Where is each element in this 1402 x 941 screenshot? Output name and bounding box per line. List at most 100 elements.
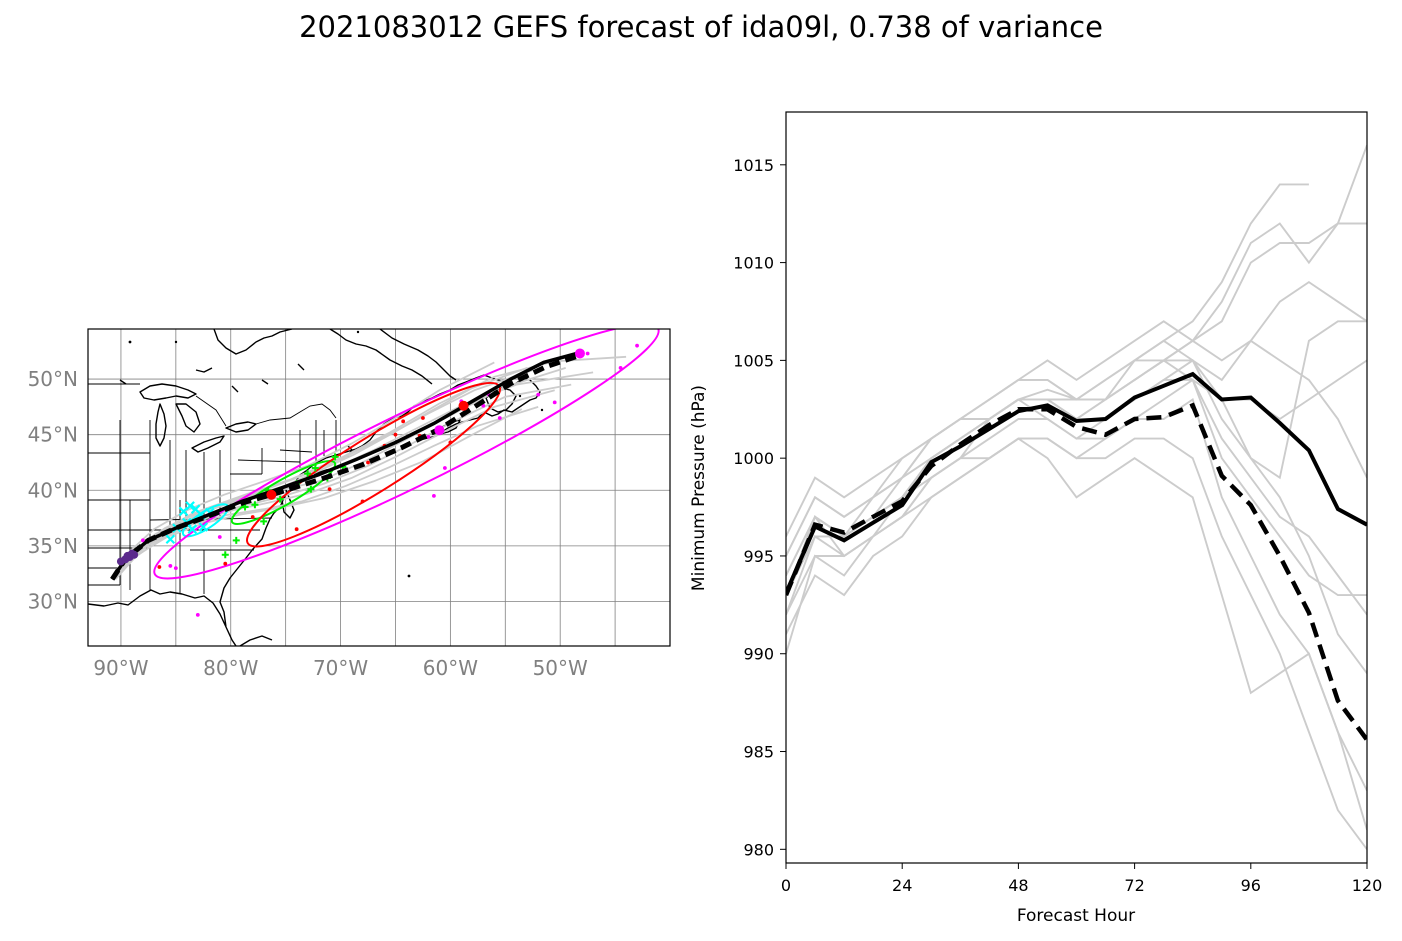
marker-hour-24	[198, 522, 209, 532]
marker-hour-48	[331, 453, 339, 461]
map-panel: 90°W 80°W 70°W 60°W 50°W 30°N 35°N 40°N 45°N 50°N	[28, 328, 671, 680]
marker-hour-96	[168, 564, 173, 568]
marker-hour-96	[497, 416, 502, 420]
y-tick-label: 990	[743, 645, 774, 664]
large-position-dot	[266, 489, 277, 500]
mean-and-pc-tracks	[110, 348, 585, 581]
marker-hour-48	[221, 551, 229, 559]
start-position-marker	[127, 549, 136, 558]
marker-hour-24	[187, 524, 198, 534]
ensemble-mean-track	[110, 351, 578, 581]
marker-hour-24	[165, 534, 176, 544]
x-axis-label: Forecast Hour	[1017, 906, 1135, 926]
us-canada-border	[88, 383, 337, 427]
marker-hour-72	[421, 416, 425, 420]
map-lat-tick-label: 35°N	[28, 534, 78, 558]
marker-hour-24	[190, 504, 201, 514]
large-position-dot	[574, 348, 585, 359]
map-tick-labels: 90°W 80°W 70°W 60°W 50°W 30°N 35°N 40°N 45°N 50°N	[28, 367, 588, 680]
marker-hour-72	[366, 460, 370, 465]
y-tick-label: 1000	[733, 449, 774, 468]
y-tick-label: 1015	[733, 156, 774, 175]
map-small-islands	[128, 330, 544, 578]
large-position-dot	[434, 425, 445, 436]
x-tick-label: 120	[1352, 876, 1383, 895]
map-lon-tick-label: 80°W	[203, 656, 258, 680]
map-frame	[87, 328, 671, 647]
map-lat-tick-label: 40°N	[28, 478, 78, 502]
marker-hour-96	[217, 535, 222, 539]
island-speck	[540, 408, 544, 412]
ensemble-track	[113, 389, 555, 580]
map-lat-tick-label: 45°N	[28, 423, 78, 447]
marker-hour-96	[536, 392, 541, 397]
great-lake-superior	[139, 383, 197, 401]
quebec-north-coast	[329, 329, 433, 385]
mean-pressure-line	[786, 371, 1367, 594]
ellipse-hour-48	[230, 460, 337, 525]
marker-hour-72	[448, 440, 453, 445]
marker-hour-96	[426, 434, 431, 439]
y-axis-label: Minimum Pressure (hPa)	[689, 385, 709, 591]
mean-and-pc-pressure-lines	[786, 371, 1367, 742]
plot-background	[786, 112, 1367, 863]
map-lon-tick-label: 60°W	[423, 656, 478, 680]
marker-hour-48	[304, 470, 312, 478]
island-speck	[356, 330, 360, 334]
marker-hour-96	[618, 366, 623, 370]
marker-hour-72	[157, 565, 162, 569]
marker-hour-72	[360, 499, 365, 504]
marker-hour-48	[311, 464, 319, 472]
marker-hour-96	[432, 493, 436, 498]
marker-hour-72	[294, 527, 299, 532]
pressure-panel: 0 24 48 72 96 120 980 985 990 995 1000 1005 1010 1015…	[689, 111, 1382, 926]
labrador-coast	[379, 329, 457, 381]
map-lat-tick-label: 50°N	[28, 367, 78, 391]
island-speck	[407, 574, 411, 578]
marker-hour-72	[393, 432, 398, 437]
island-speck	[128, 340, 132, 344]
marker-hour-72	[223, 561, 228, 566]
map-lat-tick-label: 30°N	[28, 590, 78, 614]
marker-hour-96	[195, 612, 200, 617]
y-tick-label: 980	[743, 840, 774, 859]
marker-hour-48	[260, 517, 268, 525]
marker-hour-96	[141, 538, 145, 543]
plot-ticks: 0 24 48 72 96 120 980 985 990 995 1000 1005 1010 1015	[733, 156, 1382, 895]
y-tick-label: 1010	[733, 254, 774, 273]
marker-hour-72	[401, 419, 406, 424]
marker-hour-96	[635, 343, 639, 348]
hudson-bay-coast	[213, 329, 293, 355]
great-lake-michigan	[155, 403, 167, 447]
figure-title: 2021083012 GEFS forecast of ida09l, 0.73…	[299, 10, 1103, 44]
marker-hour-48	[232, 536, 240, 544]
y-tick-label: 985	[743, 743, 774, 762]
island-speck	[174, 340, 178, 344]
plot-frame	[785, 111, 1368, 864]
x-tick-label: 24	[892, 876, 912, 895]
y-tick-label: 1005	[733, 351, 774, 370]
map-lon-tick-label: 50°W	[533, 656, 588, 680]
x-tick-label: 72	[1124, 876, 1144, 895]
marker-hour-96	[585, 351, 590, 356]
ensemble-pressure-line	[786, 437, 1367, 850]
great-lake-erie	[191, 435, 225, 453]
marker-hour-48	[251, 501, 259, 509]
marker-hour-72	[250, 515, 255, 519]
cuba-coast	[239, 635, 273, 646]
marker-hour-24	[178, 506, 189, 517]
marker-hour-48	[276, 495, 284, 503]
ontario-lakes-detail	[119, 363, 305, 393]
x-tick-label: 48	[1008, 876, 1028, 895]
map-lon-tick-label: 70°W	[313, 656, 368, 680]
ellipse-hour-96	[153, 329, 660, 580]
marker-hour-96	[442, 466, 447, 470]
ensemble-pressure-line	[786, 222, 1367, 557]
pc-mode-pressure-line	[786, 402, 1367, 742]
large-position-dot	[458, 400, 469, 411]
great-lake-huron	[175, 403, 201, 433]
map-background	[88, 329, 670, 646]
island-speck	[518, 394, 522, 398]
x-tick-label: 0	[781, 876, 791, 895]
